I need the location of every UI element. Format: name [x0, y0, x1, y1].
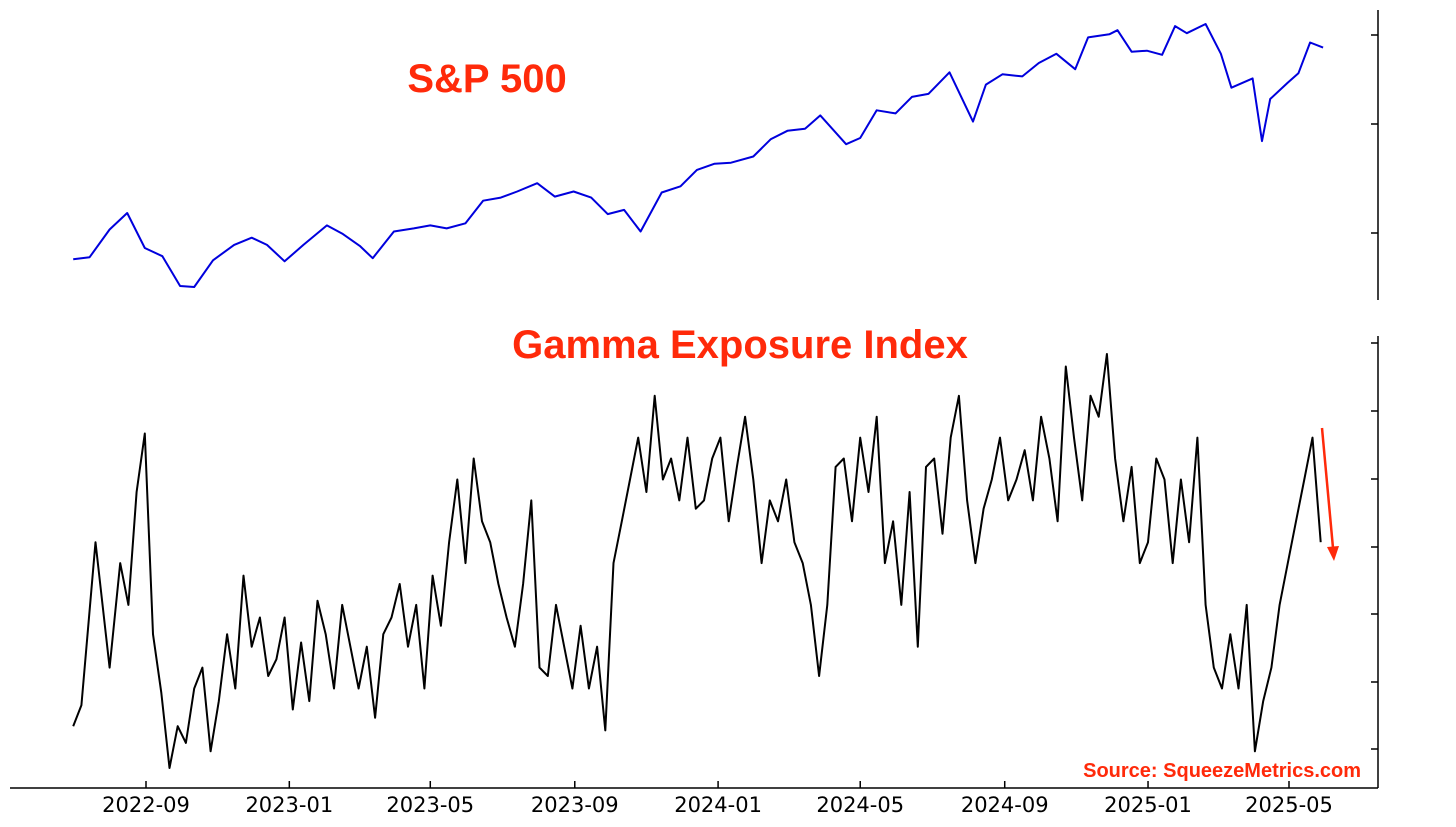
gex-right-ticks — [1371, 342, 1378, 750]
x-tick-label: 2023-05 — [386, 793, 474, 817]
x-tick-label: 2024-01 — [674, 793, 762, 817]
x-tick-label: 2023-09 — [531, 793, 619, 817]
spx-right-ticks — [1371, 34, 1378, 234]
source-label: Source: SqueezeMetrics.com — [1083, 760, 1361, 782]
spx-series-line — [73, 23, 1324, 288]
x-tick-label: 2025-01 — [1104, 793, 1192, 817]
spx-title: S&P 500 — [407, 57, 566, 101]
gex-series-line — [72, 353, 1322, 769]
x-tick-label: 2023-01 — [245, 793, 333, 817]
spx-panel: S&P 500 — [73, 10, 1379, 300]
x-tick-label: 2024-05 — [816, 793, 904, 817]
x-tick-label: 2024-09 — [961, 793, 1049, 817]
gex-x-ticks: 2022-09 2023-01 2023-05 2023-09 2024-01 2024-… — [102, 781, 1333, 817]
gex-title: Gamma Exposure Index — [512, 323, 968, 367]
gex-panel: 2022-09 2023-01 2023-05 2023-09 2024-01 2024-… — [10, 323, 1379, 817]
x-tick-label: 2025-05 — [1245, 793, 1333, 817]
down-arrow-annotation — [1320, 427, 1339, 561]
x-tick-label: 2022-09 — [102, 793, 190, 817]
